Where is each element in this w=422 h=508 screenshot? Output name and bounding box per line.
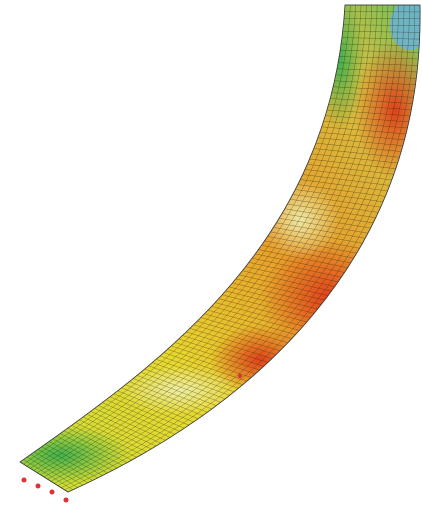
model-view: [0, 0, 422, 508]
support: [238, 374, 242, 378]
support: [64, 498, 69, 503]
support: [36, 484, 41, 489]
support: [50, 490, 55, 495]
support: [22, 478, 27, 483]
